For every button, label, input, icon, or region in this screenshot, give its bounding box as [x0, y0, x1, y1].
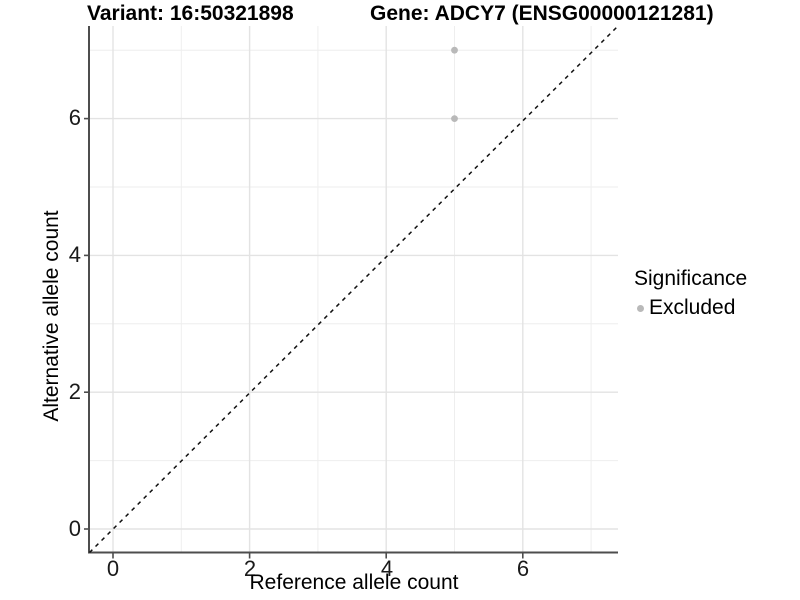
x-tick-label: 6: [516, 556, 530, 581]
legend-point-icon: [637, 304, 644, 312]
x-tick-label: 4: [380, 556, 394, 581]
identity-dashed-line: [88, 25, 619, 554]
x-tick-label: 0: [106, 556, 120, 581]
data-point: [451, 46, 458, 54]
variant-title: Variant: 16:50321898: [87, 2, 294, 25]
x-axis-title: Reference allele count: [249, 571, 459, 594]
y-tick-label: 6: [68, 105, 81, 130]
y-tick-label: 0: [68, 516, 81, 541]
legend: Significance Excluded: [634, 266, 747, 321]
legend-item-excluded: Excluded: [634, 295, 747, 321]
y-tick-label: 4: [68, 242, 81, 267]
y-tick-label: 2: [68, 379, 81, 404]
data-point: [451, 115, 458, 122]
legend-item-label: Excluded: [649, 296, 736, 319]
y-axis-title: Alternative allele count: [40, 210, 63, 422]
x-tick-label: 2: [243, 556, 257, 581]
legend-title: Significance: [634, 267, 748, 290]
gene-title: Gene: ADCY7 (ENSG00000121281): [370, 2, 714, 25]
